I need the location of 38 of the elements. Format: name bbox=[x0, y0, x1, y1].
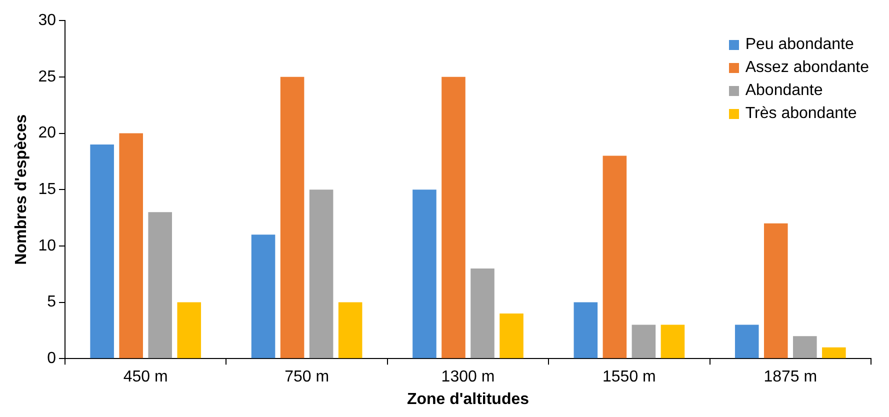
bar bbox=[280, 76, 304, 358]
y-tick-label: 15 bbox=[38, 181, 56, 198]
bar bbox=[602, 156, 627, 358]
bar bbox=[574, 302, 598, 358]
x-axis-title: Zone d'altitudes bbox=[406, 390, 530, 408]
y-tick-label: 20 bbox=[38, 124, 56, 142]
bar bbox=[148, 212, 172, 358]
bar bbox=[177, 302, 202, 358]
x-tick-label: 1875 m bbox=[764, 368, 818, 386]
bar bbox=[793, 336, 817, 358]
bar bbox=[338, 302, 362, 358]
y-tick-label: 5 bbox=[47, 294, 56, 311]
bar bbox=[442, 76, 466, 358]
bar bbox=[734, 324, 759, 358]
y-tick-label: 25 bbox=[38, 68, 56, 86]
bar bbox=[309, 190, 334, 358]
x-tick-label: 1550 m bbox=[602, 368, 656, 386]
x-tick-label: 450 m bbox=[123, 368, 168, 386]
bar bbox=[412, 190, 436, 358]
legend-label: Abondante bbox=[745, 82, 823, 100]
bar bbox=[822, 347, 846, 358]
bar bbox=[90, 144, 114, 358]
bar bbox=[660, 324, 685, 358]
x-tick-label: 1300 m bbox=[441, 368, 495, 386]
bar bbox=[500, 314, 524, 358]
bar bbox=[764, 223, 788, 358]
legend-label: Très abondante bbox=[745, 105, 857, 123]
x-tick-label: 750 m bbox=[284, 368, 330, 386]
bar bbox=[632, 324, 656, 358]
y-axis-title: Nombres d'espèces bbox=[13, 114, 30, 265]
y-tick-label: 10 bbox=[38, 237, 56, 254]
legend-label: Assez abondante bbox=[745, 59, 869, 77]
y-tick-label: 30 bbox=[38, 12, 56, 30]
legend-label: Peu abondante bbox=[745, 36, 854, 54]
bar bbox=[119, 133, 143, 358]
y-tick-label: 0 bbox=[47, 350, 56, 368]
bar bbox=[470, 268, 494, 358]
bar bbox=[251, 234, 276, 358]
